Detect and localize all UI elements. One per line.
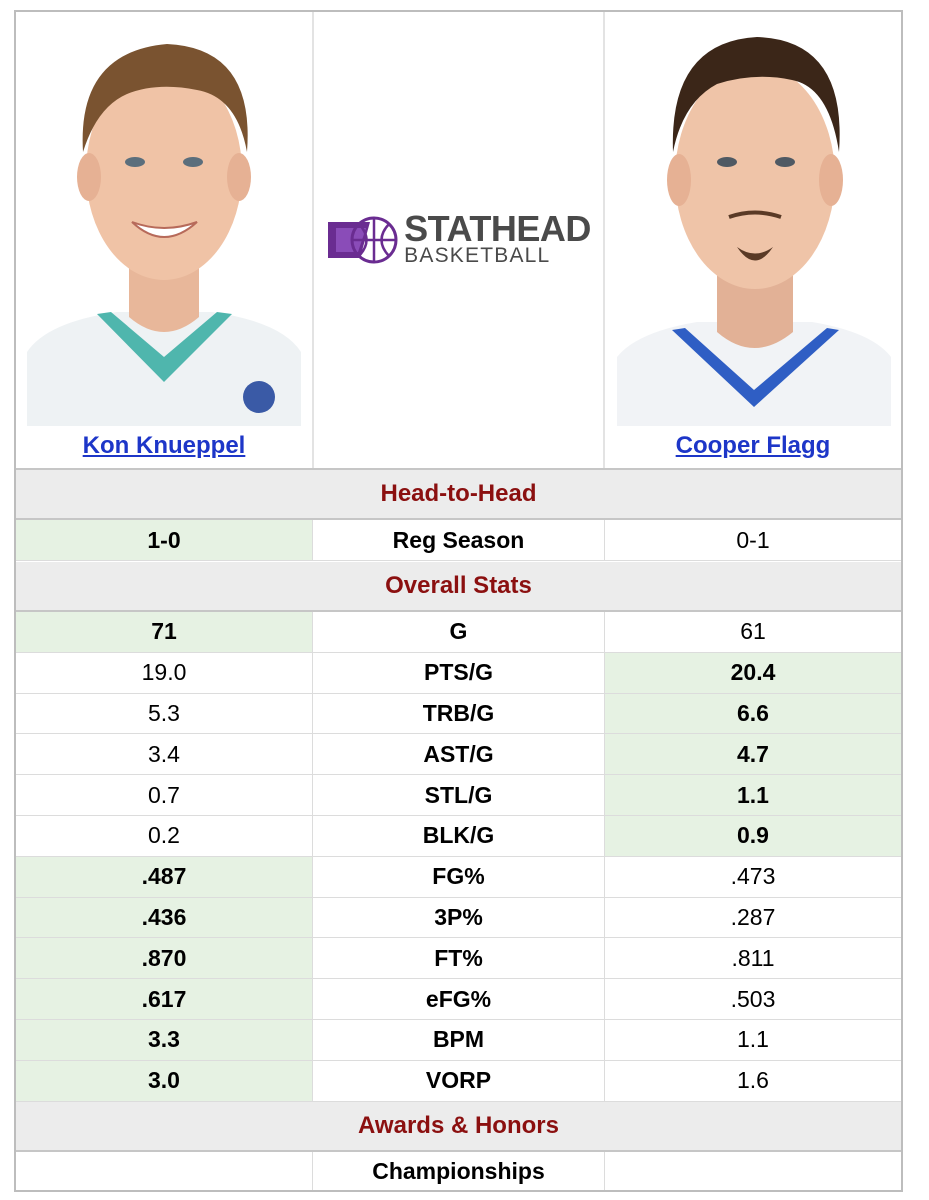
stat-row: 3.3 BPM 1.1 [16, 1020, 901, 1061]
stat-label: STL/G [312, 775, 605, 815]
section-title: Overall Stats [385, 572, 532, 599]
section-header-head-to-head: Head-to-Head [16, 470, 901, 520]
stat-label: 3P% [312, 897, 605, 938]
left-value: 1-0 [16, 520, 312, 560]
stat-label: VORP [312, 1060, 605, 1101]
right-value: 0.9 [605, 816, 901, 856]
stat-row: .870 FT% .811 [16, 938, 901, 980]
left-value: 71 [16, 612, 312, 652]
section-title: Awards & Honors [358, 1112, 559, 1139]
right-value: .473 [730, 863, 776, 890]
left-value: 5.3 [148, 699, 180, 726]
stat-row: 0.2 BLK/G 0.9 [16, 816, 901, 857]
stat-row: 0.7 STL/G 1.1 [16, 775, 901, 816]
stat-row: 71 G 61 [16, 612, 901, 653]
right-value: 1.1 [605, 775, 901, 815]
player-header-row: Kon Knueppel STATHEAD BASKETBALL [16, 12, 901, 470]
left-value: .617 [16, 979, 312, 1019]
stat-label: TRB/G [312, 693, 605, 734]
right-value: .287 [730, 903, 776, 930]
right-value: .503 [730, 985, 776, 1012]
right-value [605, 1152, 901, 1190]
stat-label: PTS/G [312, 652, 605, 693]
right-player-headshot [617, 12, 891, 426]
stat-label: FT% [312, 938, 605, 979]
stat-label: AST/G [312, 734, 605, 775]
logo-wordmark-primary: STATHEAD [404, 208, 591, 249]
left-value: .436 [16, 897, 312, 938]
right-value: .811 [731, 944, 775, 971]
stat-row: 3.0 VORP 1.6 [16, 1060, 901, 1102]
stat-row: .617 eFG% .503 [16, 979, 901, 1020]
left-value: .870 [16, 938, 312, 979]
comparison-table: Kon Knueppel STATHEAD BASKETBALL [14, 10, 903, 1192]
right-value: 6.6 [605, 693, 901, 734]
right-value: 1.6 [737, 1067, 769, 1094]
right-value: 20.4 [605, 652, 901, 693]
right-player-cell: Cooper Flagg [605, 12, 901, 468]
section-title: Head-to-Head [380, 480, 537, 507]
section-header-awards: Awards & Honors [16, 1102, 901, 1152]
left-value: 19.0 [141, 659, 187, 686]
left-value: 3.0 [16, 1060, 312, 1101]
left-player-cell: Kon Knueppel [16, 12, 312, 468]
left-value [16, 1152, 312, 1190]
stat-label: FG% [312, 856, 605, 897]
stathead-logo: STATHEAD BASKETBALL [326, 208, 591, 267]
left-value: .487 [16, 856, 312, 897]
stat-label: BPM [312, 1020, 605, 1060]
right-value: 1.1 [737, 1026, 769, 1053]
left-player-name-link[interactable]: Kon Knueppel [82, 432, 246, 459]
stat-row: Championships [16, 1152, 901, 1190]
stat-label: BLK/G [312, 816, 605, 856]
stat-label: eFG% [312, 979, 605, 1019]
stat-row: .436 3P% .287 [16, 897, 901, 939]
basketball-icon [328, 216, 398, 264]
stat-row: .487 FG% .473 [16, 856, 901, 898]
logo-cell: STATHEAD BASKETBALL [312, 12, 605, 468]
right-value: 61 [740, 618, 766, 645]
stat-row: 1-0 Reg Season 0-1 [16, 520, 901, 561]
left-value: 0.7 [148, 781, 180, 808]
left-value: 3.4 [148, 740, 180, 767]
section-header-overall-stats: Overall Stats [16, 562, 901, 612]
right-player-name-link[interactable]: Cooper Flagg [675, 432, 831, 459]
stat-row: 19.0 PTS/G 20.4 [16, 652, 901, 694]
stat-label: Championships [312, 1152, 605, 1190]
left-value: 0.2 [148, 822, 180, 849]
left-value: 3.3 [16, 1020, 312, 1060]
stat-label: Reg Season [312, 520, 605, 560]
stat-row: 3.4 AST/G 4.7 [16, 734, 901, 776]
stat-label: G [312, 612, 605, 652]
right-value: 0-1 [736, 526, 770, 553]
logo-wordmark-secondary: BASKETBALL [404, 244, 551, 267]
left-player-headshot [27, 12, 301, 426]
stat-row: 5.3 TRB/G 6.6 [16, 693, 901, 735]
right-value: 4.7 [605, 734, 901, 775]
